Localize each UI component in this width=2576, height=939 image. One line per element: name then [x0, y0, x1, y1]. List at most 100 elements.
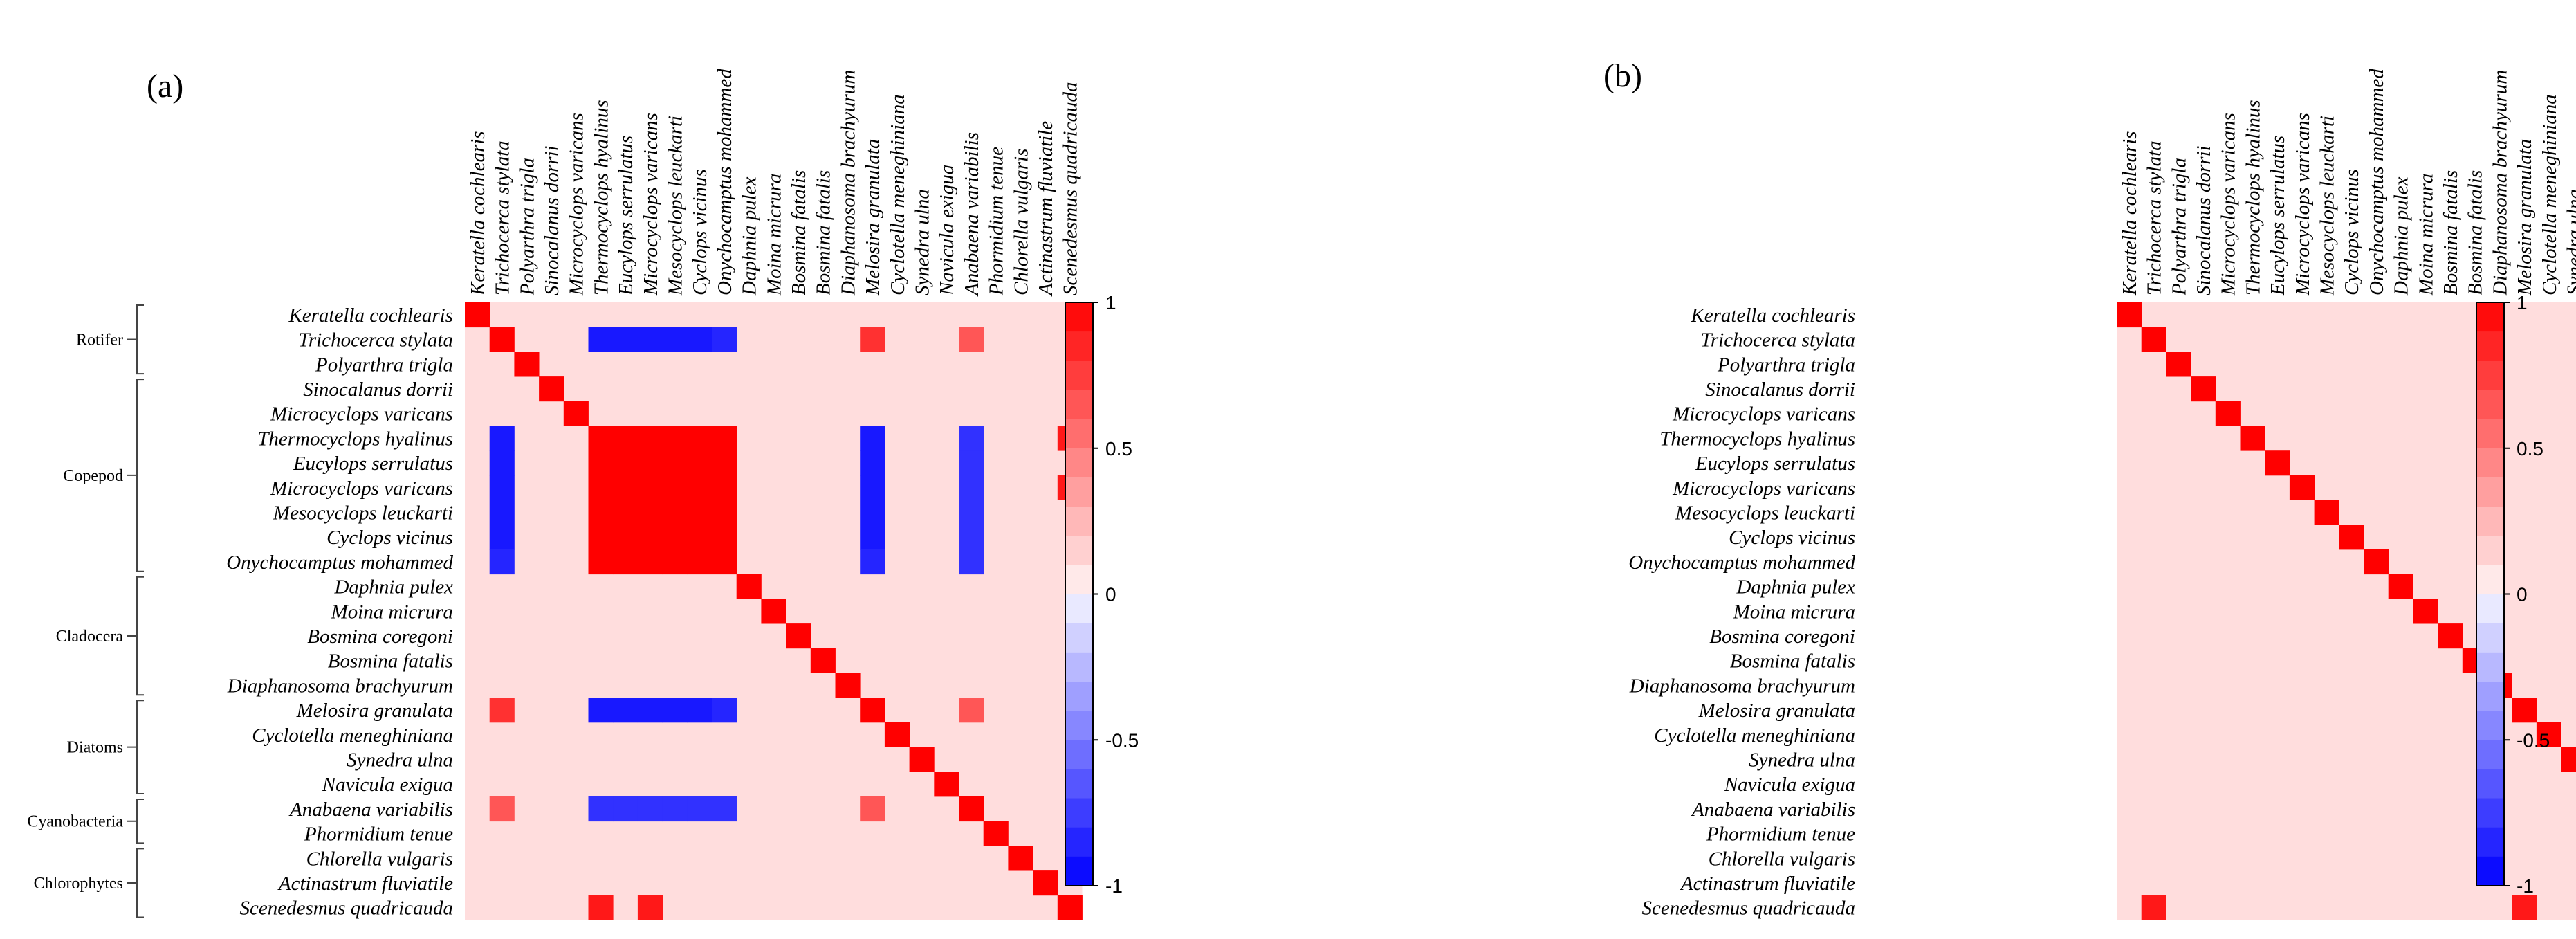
heatmap-cell — [637, 525, 663, 550]
column-label: Synedra ulna — [911, 189, 933, 295]
column-label: Polyarthra trigla — [516, 158, 538, 296]
colorbar-tick-label: 1 — [2517, 292, 2528, 313]
column-label: Microcyclops varicans — [640, 113, 662, 296]
heatmap-cell — [959, 500, 984, 525]
colorbar-tick-label: -1 — [2517, 875, 2534, 897]
colorbar-segment — [1065, 390, 1093, 420]
heatmap-cell — [637, 475, 663, 500]
heatmap-cell — [687, 450, 712, 476]
column-label: Actinastrum fluviatile — [1035, 121, 1057, 297]
column-label: Cyclops vicinus — [689, 169, 711, 295]
column-label: Microcyclops varicans — [2292, 113, 2314, 296]
group-bracket — [127, 576, 144, 696]
row-label: Onychocamptus mohammed — [1628, 551, 1855, 574]
heatmap-cell — [860, 500, 885, 525]
row-label: Cyclops vicinus — [326, 527, 453, 549]
colorbar-segment — [2476, 740, 2504, 769]
heatmap-cell — [588, 895, 614, 920]
heatmap-cell — [613, 450, 638, 476]
colorbar-tick-label: 1 — [1105, 292, 1116, 313]
column-label: Synedra ulna — [2563, 189, 2576, 295]
row-label: Navicula exigua — [1724, 774, 1855, 796]
colorbar-segment — [2476, 682, 2504, 711]
heatmap-cell — [2265, 450, 2290, 476]
heatmap-cell — [2561, 747, 2576, 772]
heatmap-cell — [2166, 352, 2191, 377]
heatmap-cell — [959, 475, 984, 500]
row-label: Melosira granulata — [296, 700, 453, 722]
heatmap-cell — [637, 327, 663, 352]
heatmap-background — [2117, 302, 2576, 920]
colorbar-tick-label: -1 — [1105, 875, 1123, 897]
heatmap-cell — [2314, 500, 2339, 525]
heatmap-cell — [588, 525, 614, 550]
heatmap-cell — [489, 525, 515, 550]
group-bracket — [127, 799, 144, 844]
row-label: Melosira granulata — [1698, 700, 1855, 722]
colorbar-tick-label: 0.5 — [2517, 438, 2543, 459]
row-label: Mesocyclops leuckarti — [1675, 502, 1855, 525]
column-label: Scenedesmus quadricauda — [1060, 82, 1082, 295]
row-label: Phormidium tenue — [1706, 823, 1855, 846]
heatmap-cell — [637, 500, 663, 525]
heatmap-cell — [860, 796, 885, 822]
column-label: Eucylops serrulatus — [2267, 136, 2289, 296]
row-label: Phormidium tenue — [304, 823, 453, 846]
heatmap-cell — [613, 549, 638, 575]
colorbar-segment — [1065, 856, 1093, 886]
colorbar-tick-label: -0.5 — [2517, 729, 2550, 751]
column-label: Mesocyclops leuckarti — [2316, 116, 2338, 296]
heatmap-cell — [860, 475, 885, 500]
heatmap-cell — [687, 525, 712, 550]
heatmap-cell — [2512, 895, 2537, 920]
row-label: Thermocyclops hyalinus — [257, 428, 453, 450]
column-label: Keratella cochlearis — [2119, 131, 2141, 296]
heatmap-cell — [712, 549, 737, 575]
heatmap-cell — [539, 376, 564, 402]
row-label: Scenedesmus quadricauda — [240, 897, 453, 920]
heatmap-cell — [2289, 475, 2315, 500]
colorbar-segment — [2476, 302, 2504, 332]
colorbar-segment — [2476, 652, 2504, 682]
colorbar-segment — [2476, 448, 2504, 478]
heatmap-cell — [687, 500, 712, 525]
heatmap-cell — [588, 500, 614, 525]
colorbar-segment — [2476, 856, 2504, 886]
column-label: Mesocyclops leuckarti — [665, 116, 687, 296]
heatmap-cell — [712, 525, 737, 550]
row-label: Cyclops vicinus — [1729, 527, 1855, 549]
colorbar-segment — [2476, 769, 2504, 799]
heatmap-cell — [712, 796, 737, 822]
heatmap-cell — [959, 796, 984, 822]
heatmap-cell — [662, 450, 688, 476]
colorbar-segment — [1065, 769, 1093, 799]
heatmap-cell — [959, 549, 984, 575]
colorbar-segment — [2476, 623, 2504, 653]
heatmap-cell — [465, 302, 490, 328]
row-label: Cyclotella meneghiniana — [1654, 724, 1855, 747]
row-label: Synedra ulna — [1749, 749, 1855, 771]
group-label: Cyanobacteria — [27, 813, 123, 831]
colorbar-segment — [1065, 652, 1093, 682]
heatmap-cell — [2364, 549, 2389, 575]
heatmap-cell — [2191, 376, 2216, 402]
column-label: Thermocyclops hyalinus — [590, 100, 612, 295]
heatmap-cell — [489, 426, 515, 451]
heatmap-cell — [637, 549, 663, 575]
heatmap-cell — [2413, 599, 2438, 624]
heatmap-cell — [687, 475, 712, 500]
heatmap-cell — [2141, 327, 2166, 352]
group-bracket — [127, 379, 144, 572]
row-label: Actinastrum fluviatile — [1680, 873, 1855, 895]
row-label: Bosmina fatalis — [1730, 650, 1855, 673]
colorbar-segment — [2476, 419, 2504, 449]
column-label: Cyclotella meneghiniana — [887, 94, 909, 295]
heatmap-cell — [514, 352, 540, 377]
panel-label: (b) — [1603, 57, 1642, 94]
row-label: Keratella cochlearis — [288, 304, 453, 327]
row-label: Eucylops serrulatus — [293, 453, 453, 475]
group-label: Chlorophytes — [34, 875, 123, 893]
row-label: Bosmina coregoni — [307, 626, 453, 648]
colorbar-segment — [2476, 536, 2504, 565]
